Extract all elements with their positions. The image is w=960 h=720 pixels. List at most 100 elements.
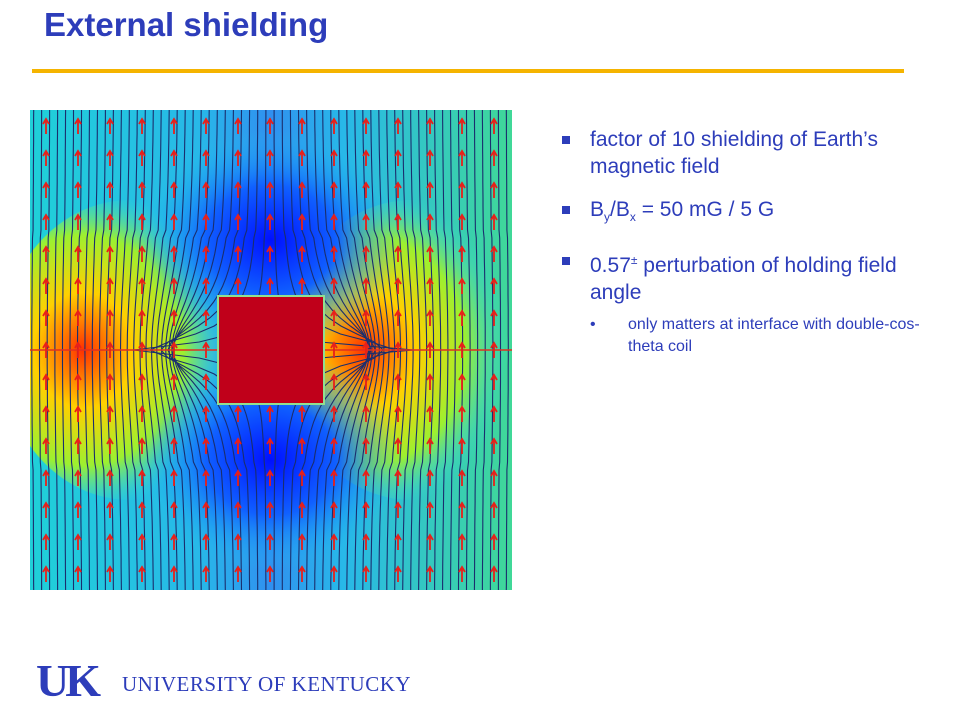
field-arrow xyxy=(74,373,82,390)
field-arrow xyxy=(74,213,82,230)
field-arrow xyxy=(426,373,434,390)
field-arrow xyxy=(138,181,146,198)
field-arrow xyxy=(170,501,178,518)
field-arrow xyxy=(458,501,466,518)
square-bullet-icon xyxy=(562,206,570,214)
field-arrow xyxy=(74,181,82,198)
field-arrow xyxy=(170,565,178,582)
field-arrow xyxy=(426,277,434,294)
field-arrow xyxy=(298,469,306,486)
field-arrow xyxy=(490,373,498,390)
field-arrow xyxy=(202,565,210,582)
field-arrow xyxy=(362,565,370,582)
field-arrow xyxy=(234,437,242,454)
field-arrow xyxy=(266,213,274,230)
field-arrow xyxy=(74,341,82,358)
field-arrow xyxy=(106,405,114,422)
field-arrow xyxy=(362,341,370,358)
field-arrow xyxy=(426,245,434,262)
subbullet-text: only matters at interface with double-co… xyxy=(628,316,920,356)
field-arrow xyxy=(490,533,498,550)
field-arrow xyxy=(426,501,434,518)
field-arrow xyxy=(490,309,498,326)
field-arrow xyxy=(490,181,498,198)
field-arrow xyxy=(202,405,210,422)
bullet-shielding-factor: factor of 10 shielding of Earth’s magnet… xyxy=(560,126,950,180)
field-arrow xyxy=(106,469,114,486)
field-arrow xyxy=(362,309,370,326)
field-arrow xyxy=(330,501,338,518)
field-arrow xyxy=(74,405,82,422)
field-arrow xyxy=(106,309,114,326)
field-arrow xyxy=(138,437,146,454)
field-arrow xyxy=(266,437,274,454)
field-arrow xyxy=(74,277,82,294)
bullet-field-ratio: By/Bx = 50 mG / 5 G xyxy=(560,196,950,231)
field-arrow xyxy=(362,469,370,486)
field-arrow xyxy=(458,277,466,294)
field-arrow xyxy=(106,533,114,550)
field-arrow xyxy=(202,213,210,230)
field-arrow xyxy=(202,245,210,262)
field-arrow xyxy=(298,149,306,166)
square-bullet-icon xyxy=(562,136,570,144)
field-arrow xyxy=(490,213,498,230)
field-arrow xyxy=(490,277,498,294)
field-arrow xyxy=(106,277,114,294)
field-arrow xyxy=(426,213,434,230)
field-arrow xyxy=(106,117,114,134)
field-plot xyxy=(30,110,512,590)
field-arrow xyxy=(42,245,50,262)
field-arrow xyxy=(170,309,178,326)
field-arrow xyxy=(394,117,402,134)
field-arrow xyxy=(106,181,114,198)
field-arrow xyxy=(106,245,114,262)
field-arrow xyxy=(298,245,306,262)
field-arrow xyxy=(490,437,498,454)
square-bullet-icon xyxy=(562,257,570,266)
field-arrow xyxy=(42,405,50,422)
field-arrow xyxy=(490,245,498,262)
field-arrow xyxy=(138,245,146,262)
university-name: UNIVERSITY OF KENTUCKY xyxy=(122,672,412,696)
field-arrow xyxy=(490,501,498,518)
field-arrow xyxy=(170,405,178,422)
field-arrow xyxy=(266,565,274,582)
field-arrow xyxy=(458,245,466,262)
field-arrow xyxy=(170,181,178,198)
field-arrow xyxy=(106,565,114,582)
field-arrow xyxy=(74,309,82,326)
field-arrow xyxy=(394,565,402,582)
field-arrow xyxy=(362,373,370,390)
field-arrow xyxy=(426,565,434,582)
field-arrow xyxy=(298,213,306,230)
field-arrow xyxy=(202,117,210,134)
field-arrow xyxy=(202,341,210,358)
field-arrow xyxy=(170,341,178,358)
field-arrow xyxy=(458,437,466,454)
field-arrow xyxy=(42,277,50,294)
field-arrow xyxy=(394,341,402,358)
bullet-text: 0.57± perturbation of holding field angl… xyxy=(590,253,897,305)
shield-box xyxy=(217,295,325,405)
field-arrow xyxy=(42,213,50,230)
field-arrow xyxy=(458,341,466,358)
bullet-angle-perturbation: 0.57± perturbation of holding field angl… xyxy=(560,247,950,306)
field-arrow xyxy=(106,213,114,230)
field-arrow xyxy=(298,181,306,198)
field-arrow xyxy=(138,373,146,390)
field-arrow xyxy=(298,501,306,518)
field-arrow xyxy=(458,565,466,582)
field-arrow xyxy=(362,181,370,198)
field-arrow xyxy=(170,213,178,230)
field-arrow xyxy=(42,565,50,582)
field-arrow xyxy=(362,437,370,454)
field-arrow xyxy=(234,501,242,518)
field-arrow xyxy=(362,245,370,262)
field-arrow xyxy=(298,533,306,550)
field-arrow xyxy=(138,341,146,358)
field-arrow xyxy=(426,149,434,166)
field-arrow xyxy=(138,309,146,326)
field-arrow xyxy=(458,181,466,198)
field-arrow xyxy=(234,469,242,486)
